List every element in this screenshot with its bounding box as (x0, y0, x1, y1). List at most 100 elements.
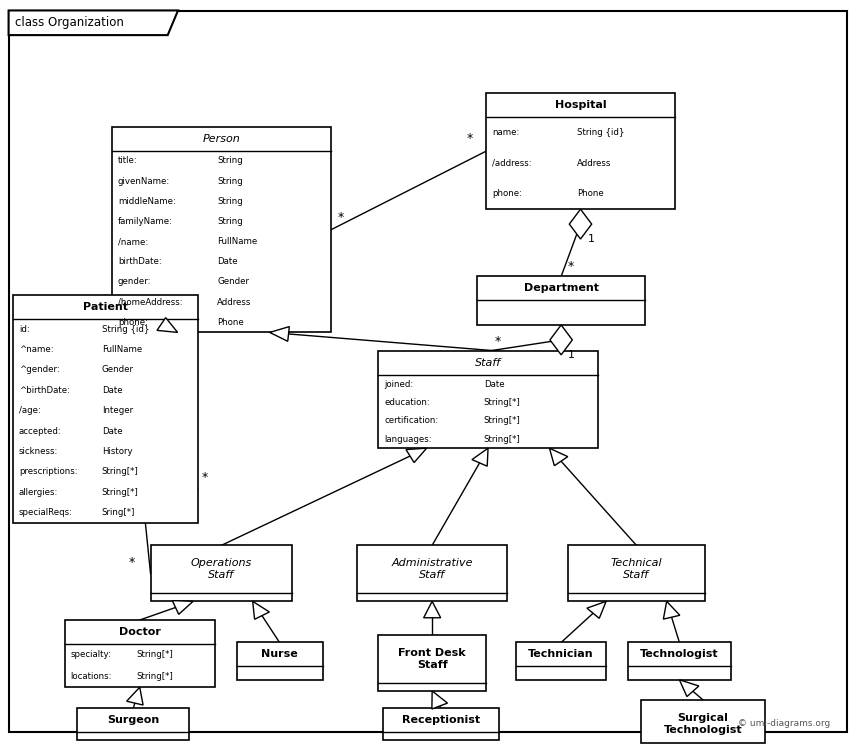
Text: FullName: FullName (217, 237, 257, 247)
Bar (378, 351, 598, 448)
Text: *: * (495, 335, 501, 348)
Text: Sring[*]: Sring[*] (101, 508, 135, 517)
Bar (628, 642, 731, 680)
Bar (357, 545, 507, 601)
Text: ^birthDate:: ^birthDate: (19, 386, 70, 395)
Text: /address:: /address: (492, 158, 531, 168)
Text: ^name:: ^name: (19, 345, 53, 354)
Bar (383, 708, 499, 740)
Polygon shape (550, 448, 568, 465)
Text: 1: 1 (587, 234, 594, 244)
Text: String[*]: String[*] (101, 488, 138, 497)
Text: String[*]: String[*] (101, 468, 138, 477)
Text: Address: Address (217, 297, 251, 307)
Text: String: String (217, 176, 243, 186)
Polygon shape (587, 601, 606, 619)
Text: phone:: phone: (492, 189, 522, 199)
Text: sickness:: sickness: (19, 447, 58, 456)
Text: Front Desk
Staff: Front Desk Staff (398, 648, 466, 669)
Text: Person: Person (203, 134, 240, 144)
Text: *: * (129, 556, 135, 569)
Bar (237, 642, 322, 680)
Text: Gender: Gender (101, 365, 133, 374)
Bar (378, 635, 486, 691)
Text: /name:: /name: (118, 237, 148, 247)
Text: String[*]: String[*] (483, 398, 520, 407)
Text: Receptionist: Receptionist (402, 715, 480, 725)
Text: String[*]: String[*] (483, 435, 520, 444)
Text: Administrative
Staff: Administrative Staff (391, 559, 473, 580)
Text: String: String (217, 156, 243, 166)
Polygon shape (424, 601, 440, 618)
Text: Doctor: Doctor (119, 627, 161, 637)
Text: specialty:: specialty: (71, 650, 112, 660)
Bar (112, 127, 331, 332)
Polygon shape (406, 448, 427, 462)
Bar (516, 642, 606, 680)
Text: Date: Date (483, 379, 504, 388)
Text: Staff: Staff (475, 358, 501, 368)
Text: Technical
Staff: Technical Staff (611, 559, 662, 580)
Text: Integer: Integer (101, 406, 132, 415)
Text: Phone: Phone (217, 317, 244, 327)
Text: name:: name: (492, 128, 519, 137)
Text: class Organization: class Organization (15, 16, 125, 29)
Polygon shape (172, 601, 193, 614)
Polygon shape (270, 326, 289, 341)
Text: languages:: languages: (384, 435, 432, 444)
Text: Technologist: Technologist (640, 649, 719, 660)
Bar (641, 700, 765, 743)
Text: allergies:: allergies: (19, 488, 58, 497)
Text: Date: Date (101, 427, 122, 436)
Text: String: String (217, 196, 243, 206)
Polygon shape (472, 448, 488, 466)
Text: Department: Department (524, 283, 599, 294)
Polygon shape (569, 209, 592, 239)
Text: Gender: Gender (217, 277, 249, 287)
Text: Date: Date (217, 257, 237, 267)
Text: id:: id: (19, 325, 29, 334)
Bar (77, 708, 189, 740)
Text: Hospital: Hospital (555, 100, 606, 111)
Text: Operations
Staff: Operations Staff (191, 559, 252, 580)
Text: certification:: certification: (384, 416, 439, 425)
Text: education:: education: (384, 398, 430, 407)
Text: Address: Address (577, 158, 611, 168)
Text: gender:: gender: (118, 277, 151, 287)
Text: FullName: FullName (101, 345, 142, 354)
Text: givenName:: givenName: (118, 176, 170, 186)
Polygon shape (550, 325, 573, 355)
Text: middleName:: middleName: (118, 196, 175, 206)
Polygon shape (679, 680, 699, 696)
Text: /age:: /age: (19, 406, 40, 415)
Text: History: History (101, 447, 132, 456)
Polygon shape (663, 601, 679, 619)
Text: specialReqs:: specialReqs: (19, 508, 73, 517)
Text: locations:: locations: (71, 672, 112, 681)
Text: prescriptions:: prescriptions: (19, 468, 77, 477)
Text: Date: Date (101, 386, 122, 395)
Text: accepted:: accepted: (19, 427, 62, 436)
Text: © uml-diagrams.org: © uml-diagrams.org (738, 719, 830, 728)
Bar (486, 93, 675, 209)
Text: /homeAddress:: /homeAddress: (118, 297, 182, 307)
Polygon shape (432, 691, 447, 709)
Bar (477, 276, 645, 325)
Text: *: * (568, 261, 574, 273)
Text: *: * (467, 132, 473, 146)
Text: String[*]: String[*] (137, 650, 174, 660)
Text: String: String (217, 217, 243, 226)
Polygon shape (126, 687, 143, 705)
Text: String {id}: String {id} (101, 325, 149, 334)
Text: Surgical
Technologist: Surgical Technologist (664, 713, 742, 734)
Polygon shape (253, 601, 269, 619)
Bar (13, 295, 198, 523)
Text: Nurse: Nurse (261, 649, 298, 660)
Text: Phone: Phone (577, 189, 604, 199)
Polygon shape (157, 317, 177, 332)
Bar (150, 545, 292, 601)
Polygon shape (9, 10, 178, 35)
Bar (64, 620, 215, 687)
Text: ^gender:: ^gender: (19, 365, 59, 374)
Text: *: * (338, 211, 344, 224)
